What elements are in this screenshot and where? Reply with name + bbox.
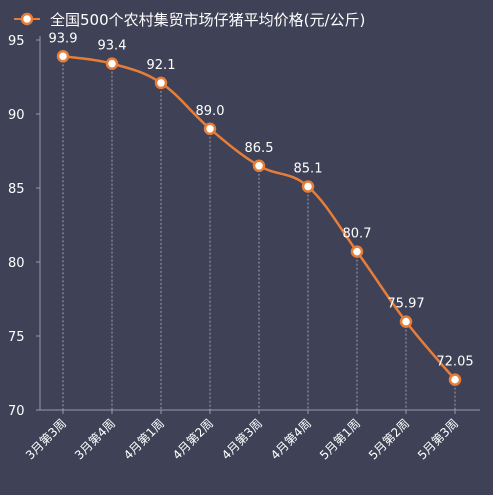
legend-marker-swatch bbox=[20, 12, 34, 26]
y-tick-label: 75 bbox=[8, 330, 25, 345]
y-tick-label: 85 bbox=[8, 182, 25, 197]
data-label: 86.5 bbox=[245, 141, 274, 156]
data-label: 80.7 bbox=[343, 227, 372, 242]
x-tick-label: 5月第3周 bbox=[415, 416, 461, 462]
data-point bbox=[350, 245, 364, 258]
data-label: 72.05 bbox=[436, 355, 473, 370]
data-point bbox=[56, 50, 70, 63]
x-tick-label: 3月第4周 bbox=[72, 416, 118, 462]
y-tick-label: 90 bbox=[8, 108, 25, 123]
data-point bbox=[448, 373, 462, 386]
y-tick-label: 95 bbox=[8, 34, 25, 49]
legend-label: 全国500个农村集贸市场仔猪平均价格(元/公斤) bbox=[50, 11, 365, 29]
data-label: 85.1 bbox=[294, 162, 323, 177]
data-label: 89.0 bbox=[196, 104, 225, 119]
data-point bbox=[203, 122, 217, 136]
data-label: 93.4 bbox=[98, 39, 127, 54]
y-tick-label: 70 bbox=[8, 404, 25, 419]
data-point bbox=[399, 315, 413, 328]
data-label: 75.97 bbox=[387, 297, 424, 312]
series-line bbox=[62, 55, 456, 381]
data-point bbox=[301, 180, 315, 193]
x-tick-label: 5月第2周 bbox=[366, 416, 412, 462]
x-tick-label: 3月第3周 bbox=[23, 416, 69, 462]
data-point bbox=[154, 76, 168, 90]
x-tick-label: 4月第2周 bbox=[170, 416, 216, 462]
data-point bbox=[252, 159, 266, 173]
x-tick-label: 4月第3周 bbox=[219, 416, 265, 462]
y-tick-label: 80 bbox=[8, 256, 25, 271]
data-label: 92.1 bbox=[147, 58, 176, 73]
x-tick-label: 5月第1周 bbox=[317, 416, 363, 462]
x-tick-label: 4月第4周 bbox=[268, 416, 314, 462]
data-label: 93.9 bbox=[49, 31, 78, 46]
data-point bbox=[105, 57, 119, 70]
x-tick-label: 4月第1周 bbox=[121, 416, 167, 462]
